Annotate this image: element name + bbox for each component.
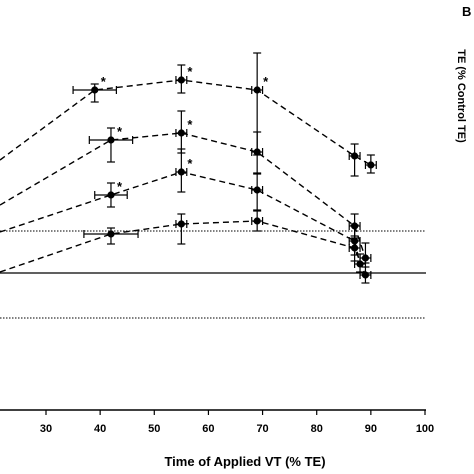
x-tick-label-70: 70	[256, 423, 268, 435]
series-layer: **** ***	[0, 52, 377, 284]
significance-star-1-1: *	[101, 74, 107, 89]
significance-star-3-2: *	[187, 156, 193, 171]
data-point-2-1	[107, 136, 115, 144]
data-point-4-1	[107, 230, 115, 238]
series-line-3	[0, 171, 361, 265]
significance-star-2-1: *	[117, 124, 123, 139]
significance-star-2-2: *	[187, 117, 193, 132]
data-point-2-2	[177, 129, 185, 137]
x-tick-label-80: 80	[311, 423, 323, 435]
x-tick-label-90: 90	[365, 423, 377, 435]
data-point-2-3	[253, 148, 261, 156]
x-tick-label-40: 40	[94, 423, 106, 435]
significance-star-3-1: *	[117, 179, 123, 194]
data-point-1-3	[253, 86, 261, 94]
series-2: * *	[0, 110, 372, 264]
data-point-3-2	[177, 168, 185, 176]
data-point-1-1	[91, 86, 99, 94]
series-3: **	[0, 148, 367, 273]
x-axis-title: Time of Applied VT (% TE)	[164, 454, 325, 469]
data-point-4-4	[351, 244, 359, 252]
x-tick-label-60: 60	[202, 423, 214, 435]
data-point-4-3	[253, 217, 261, 225]
x-tick-label-50: 50	[148, 423, 160, 435]
data-point-4-2	[177, 220, 185, 228]
series-line-2	[0, 132, 367, 259]
x-axis: 30 40 50 60 70 80 90 100	[0, 409, 434, 435]
data-point-2-5	[361, 254, 370, 262]
significance-star-1-3: *	[263, 74, 269, 89]
series-line-4	[0, 220, 367, 276]
x-tick-label-100: 100	[416, 423, 434, 435]
series-4	[0, 210, 372, 284]
data-point-1-4	[351, 152, 359, 160]
data-point-4-5	[361, 271, 370, 279]
data-point-1-5	[367, 161, 375, 169]
x-tick-label-30: 30	[40, 423, 52, 435]
significance-star-1-2: *	[187, 64, 193, 79]
series-line-1	[0, 79, 372, 166]
panel-letter: B	[462, 4, 471, 19]
data-point-1-2	[177, 76, 185, 84]
data-point-3-3	[253, 186, 261, 194]
y-axis-title: TE (% Control TE)	[455, 49, 467, 143]
data-point-3-1	[107, 191, 115, 199]
